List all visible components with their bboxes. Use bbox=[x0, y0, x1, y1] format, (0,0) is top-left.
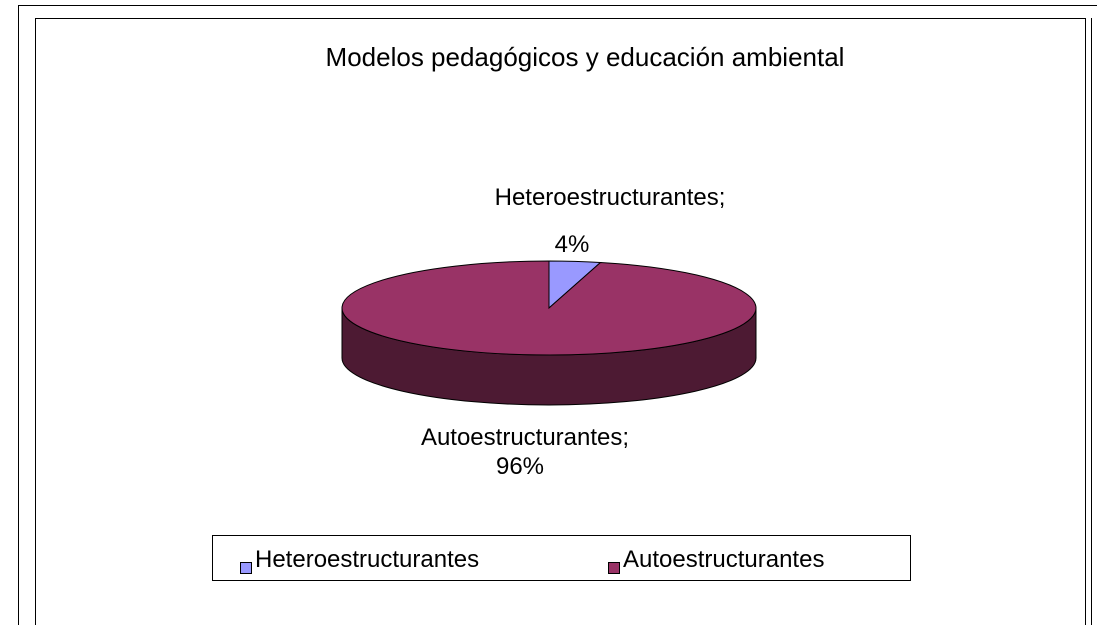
data-label-separator: ; bbox=[719, 184, 726, 211]
chart-title: Modelos pedagógicos y educación ambienta… bbox=[326, 42, 845, 72]
data-label-category: Heteroestructurantes bbox=[495, 184, 719, 211]
data-label-value: 4% bbox=[555, 231, 590, 258]
legend: Heteroestructurantes Autoestructurantes bbox=[240, 546, 824, 574]
legend-label: Heteroestructurantes bbox=[255, 546, 479, 573]
data-label: Heteroestructurantes; bbox=[495, 184, 726, 211]
chart-border bbox=[35, 18, 1086, 625]
data-label-category: Autoestructurantes bbox=[421, 424, 622, 451]
legend-swatch bbox=[240, 562, 252, 574]
data-label-separator: ; bbox=[622, 424, 629, 451]
legend-label: Autoestructurantes bbox=[623, 546, 824, 573]
data-label-value: 96% bbox=[496, 453, 544, 480]
data-labels: Heteroestructurantes; 4% Autoestructurante… bbox=[421, 184, 725, 480]
legend-swatch bbox=[608, 562, 620, 574]
pie bbox=[341, 260, 757, 406]
legend-box bbox=[212, 535, 911, 581]
pie-slice bbox=[341, 260, 757, 356]
data-label: Autoestructurantes; bbox=[421, 424, 629, 451]
